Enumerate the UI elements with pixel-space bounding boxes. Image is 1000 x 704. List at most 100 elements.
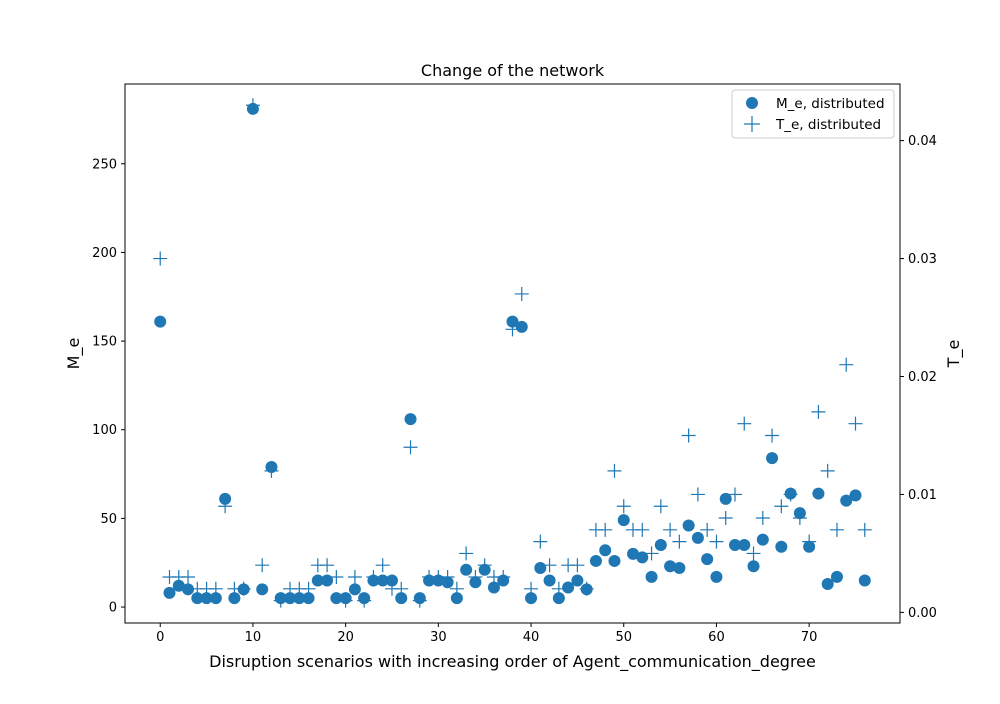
data-point-t-e [320,558,335,573]
data-point-m-e [321,574,334,587]
data-point-t-e [375,558,390,573]
x-tick-label: 10 [245,630,262,645]
data-point-m-e [821,577,834,590]
y2-axis-ticks: 0.00 0.01 0.02 0.03 0.04 [900,134,937,621]
data-point-m-e [172,579,185,592]
y-tick-label: 50 [100,512,117,527]
data-point-m-e [311,574,324,587]
data-point-m-e [608,554,621,567]
data-point-t-e [765,428,780,443]
data-point-m-e [840,494,853,507]
legend-marker-m-e [746,97,758,109]
data-point-m-e [293,592,306,605]
data-point-t-e [829,522,844,537]
data-point-t-e [264,463,279,478]
x-tick-label: 60 [708,630,725,645]
data-point-t-e [366,570,381,585]
data-point-m-e [525,592,538,605]
data-point-t-e [153,251,168,266]
data-point-t-e [755,511,770,526]
data-point-m-e [404,413,417,426]
data-point-t-e [477,558,492,573]
data-point-t-e [579,581,594,596]
data-point-t-e [570,558,585,573]
data-point-t-e [616,499,631,514]
data-point-t-e [598,522,613,537]
data-point-m-e [747,560,760,573]
data-point-m-e [571,574,584,587]
x-tick-label: 70 [801,630,818,645]
data-point-m-e [302,592,315,605]
legend-label-m-e: M_e, distributed [776,96,885,112]
data-point-t-e [783,487,798,502]
x-tick-label: 20 [337,630,354,645]
data-point-t-e [820,463,835,478]
y2-tick-label: 0.01 [908,488,937,503]
data-point-t-e [218,499,233,514]
y2-tick-label: 0.02 [908,370,937,385]
data-point-t-e [459,546,474,561]
data-point-m-e [728,538,741,551]
series-t-e-points [153,98,872,608]
legend-marker-t-e [744,116,760,132]
x-axis-label: Disruption scenarios with increasing ord… [209,652,816,672]
data-point-t-e [524,581,539,596]
data-point-m-e [460,563,473,576]
y-tick-label: 150 [92,335,117,350]
data-point-m-e [487,581,500,594]
data-point-t-e [412,593,427,608]
data-point-t-e [440,570,455,585]
data-point-t-e [357,593,372,608]
data-point-t-e [273,593,288,608]
x-tick-label: 30 [430,630,447,645]
y-axis-ticks: 0 50 100 150 200 250 [92,157,125,616]
data-point-m-e [766,452,779,465]
data-point-t-e [551,581,566,596]
y2-axis-label: T_e [944,340,964,369]
data-point-m-e [385,574,398,587]
data-point-t-e [255,558,270,573]
data-point-t-e [709,534,724,549]
data-point-m-e [701,553,714,566]
data-point-m-e [830,570,843,583]
data-point-m-e [543,574,556,587]
data-point-m-e [812,487,825,500]
data-point-m-e [182,583,195,596]
data-point-t-e [792,511,807,526]
data-point-m-e [599,544,612,557]
data-point-t-e [329,570,344,585]
data-point-m-e [654,538,667,551]
data-point-m-e [691,531,704,544]
data-point-m-e [710,570,723,583]
data-point-m-e [849,489,862,502]
data-point-m-e [719,492,732,505]
x-tick-label: 0 [156,630,164,645]
data-point-m-e [200,592,213,605]
data-point-t-e [468,570,483,585]
data-point-t-e [607,463,622,478]
data-point-m-e [450,592,463,605]
data-point-m-e [256,583,269,596]
series-m-e-points [154,102,871,605]
x-tick-label: 40 [523,630,540,645]
data-point-t-e [514,286,529,301]
data-point-t-e [496,570,511,585]
data-point-m-e [589,554,602,567]
data-point-t-e [802,534,817,549]
data-point-t-e [208,581,223,596]
data-point-m-e [756,533,769,546]
x-tick-label: 50 [615,630,632,645]
data-point-m-e [348,583,361,596]
data-point-t-e [857,522,872,537]
x-axis-ticks: 0 10 20 30 40 50 60 70 [156,623,817,645]
data-point-t-e [690,487,705,502]
data-point-t-e [403,440,418,455]
data-point-m-e [858,574,871,587]
data-point-m-e [636,551,649,564]
data-point-t-e [181,570,196,585]
data-point-m-e [209,592,222,605]
data-point-m-e [664,560,677,573]
data-point-m-e [775,540,788,553]
data-point-t-e [236,581,251,596]
